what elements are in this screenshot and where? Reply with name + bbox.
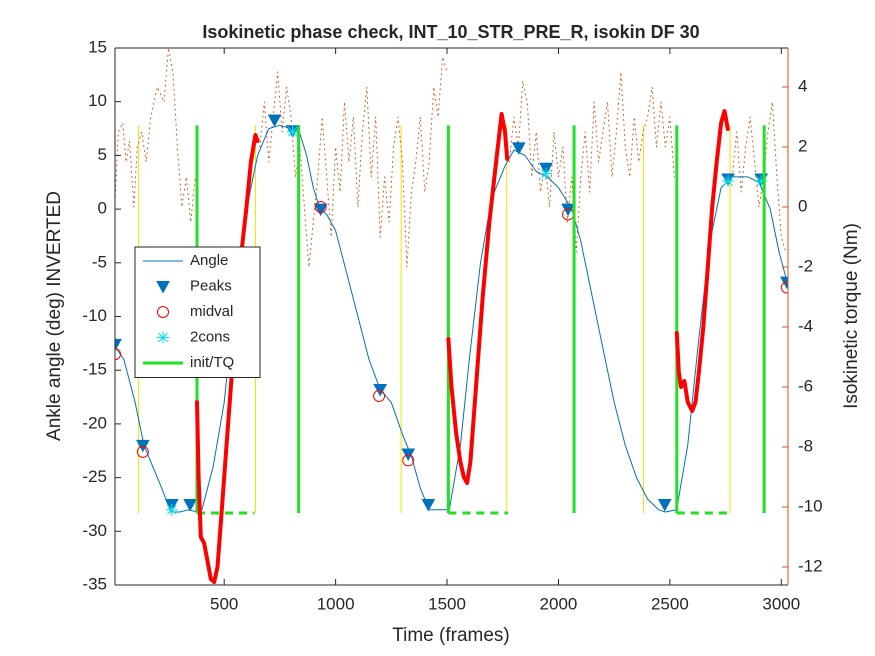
- y-tick-label: -30: [82, 521, 107, 540]
- legend-box: [134, 246, 261, 378]
- y-tick-label: 5: [98, 145, 107, 164]
- y2-tick-label: 2: [798, 136, 807, 155]
- legend: Angle Peaks midval 2cons init/TQ: [134, 246, 261, 378]
- marker: [313, 203, 328, 217]
- y2-tick-label: -10: [798, 496, 823, 515]
- axes: 500 1000 1500 2000 2500 3000-35-30-25-20-15-1…: [82, 37, 822, 613]
- y2-axis-title: Isokinetic torque (Nm): [841, 223, 862, 409]
- y-tick-label: 0: [98, 199, 107, 218]
- y2-tick-label: -6: [798, 376, 813, 395]
- y2-tick-label: 0: [798, 196, 807, 215]
- marker: [286, 125, 299, 138]
- marker: [511, 142, 526, 155]
- x-tick-label: 3000: [762, 594, 800, 613]
- y-tick-label: 10: [88, 91, 107, 110]
- y2-tick-label: -12: [798, 556, 823, 575]
- marker: [165, 503, 178, 516]
- legend-marker: [156, 281, 170, 294]
- marker: [722, 175, 735, 188]
- legend-label: 2cons: [190, 328, 230, 345]
- marker: [136, 445, 149, 458]
- marker: [657, 498, 672, 512]
- y2-tick-label: -8: [798, 436, 813, 455]
- marker: [780, 281, 788, 294]
- marker: [267, 114, 282, 128]
- legend-label: Angle: [190, 252, 228, 269]
- marker: [115, 338, 122, 352]
- x-tick-label: 1000: [317, 594, 355, 613]
- y-tick-label: -10: [82, 306, 107, 325]
- torque-line: [195, 109, 730, 584]
- marker: [183, 498, 197, 512]
- y-axis-title: Ankle angle (deg) INVERTED: [44, 191, 65, 441]
- marker: [539, 167, 552, 180]
- x-tick-label: 1500: [428, 594, 466, 613]
- marker: [421, 498, 436, 512]
- x-tick-label: 500: [210, 594, 238, 613]
- y2-tick-label: -4: [798, 316, 813, 335]
- marker: [755, 175, 768, 188]
- y-tick-label: -35: [82, 574, 107, 593]
- chart-title: Isokinetic phase check, INT_10_STR_PRE_R…: [202, 22, 699, 42]
- legend-label: init/TQ: [190, 354, 234, 371]
- legend-label: midval: [190, 303, 233, 320]
- plot: [115, 48, 788, 584]
- y2-tick-label: -2: [798, 256, 813, 275]
- legend-marker: [157, 306, 169, 318]
- x-tick-label: 2000: [540, 594, 578, 613]
- marker: [115, 348, 121, 361]
- y-tick-label: -15: [82, 360, 107, 379]
- marker: [373, 384, 388, 397]
- y-tick-label: -20: [82, 413, 107, 432]
- y-tick-label: 15: [88, 37, 107, 56]
- marker: [373, 389, 386, 402]
- x-tick-label: 2500: [651, 594, 689, 613]
- legend-marker: [157, 331, 169, 344]
- marker: [402, 454, 415, 467]
- x-axis-title: Time (frames): [392, 625, 510, 646]
- y-tick-label: -5: [92, 252, 107, 271]
- y2-tick-label: 4: [798, 76, 807, 95]
- y-tick-label: -25: [82, 467, 107, 486]
- legend-label: Peaks: [190, 277, 232, 294]
- marker: [314, 200, 327, 213]
